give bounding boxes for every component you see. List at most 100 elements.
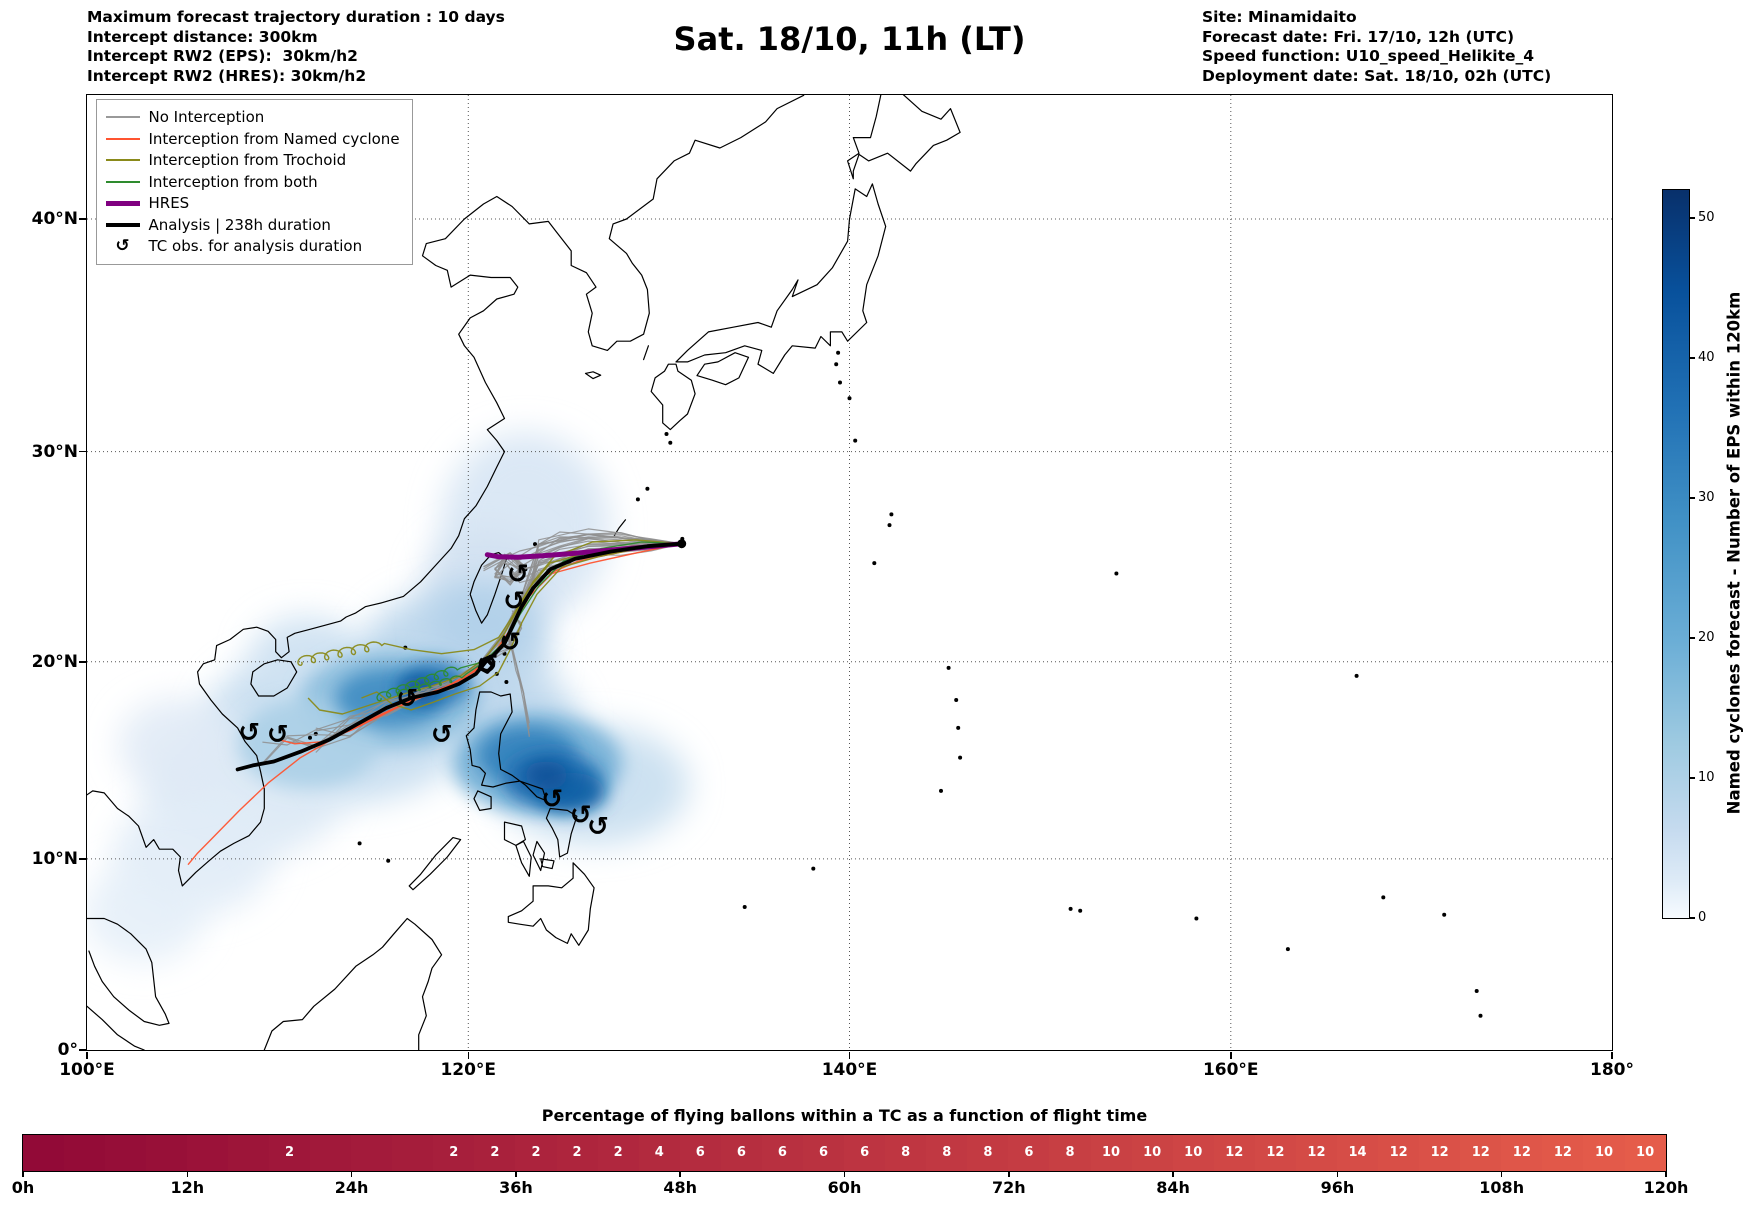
strip-cell: 12 (1254, 1134, 1296, 1171)
strip-title: Percentage of flying ballons within a TC… (541, 1106, 1148, 1125)
x-axis-tick-label: 120°E (440, 1060, 497, 1080)
strip-cell: 10 (1583, 1134, 1625, 1171)
legend-label: Interception from both (148, 172, 318, 191)
tc-obs-icon: ↺ (587, 812, 609, 842)
legend-label: HRES (148, 194, 190, 213)
y-axis-tick-label: 10°N (31, 848, 78, 869)
tc-obs-glyph-icon: ↺ (115, 235, 130, 256)
strip-cell: 2 (433, 1134, 475, 1171)
tc-obs-icon: ↺ (499, 627, 521, 657)
x-axis-tick-label: 180° (1590, 1060, 1634, 1080)
strip-hour-label: 96h (1320, 1178, 1355, 1197)
strip-cell (227, 1134, 269, 1171)
x-axis-tick (467, 1051, 469, 1059)
tc-obs-icon: ↺ (396, 684, 418, 714)
legend-swatch-line (105, 200, 140, 206)
y-axis-tick (78, 1049, 86, 1051)
strip-axis-tick (1008, 1171, 1010, 1177)
tc-obs-icon: ↺ (503, 586, 525, 616)
strip-cell: 8 (885, 1134, 927, 1171)
header-right-line: Forecast date: Fri. 17/10, 12h (UTC) (1202, 27, 1515, 46)
strip-cell: 2 (556, 1134, 598, 1171)
tc-obs-icon: ↺ (541, 784, 563, 814)
strip-axis-tick (679, 1171, 681, 1177)
legend-swatch-line (105, 116, 140, 119)
strip-hour-label: 0h (11, 1178, 35, 1197)
header-left-line: Maximum forecast trajectory duration : 1… (87, 8, 505, 26)
strip-cell: 6 (802, 1134, 845, 1171)
colorbar-tick-label: 20 (1698, 630, 1715, 645)
header-right-line: Deployment date: Sat. 18/10, 02h (UTC) (1202, 66, 1552, 85)
x-axis-tick (848, 1051, 851, 1059)
colorbar-tick (1689, 917, 1695, 919)
colorbar (1662, 189, 1690, 919)
strip-hour-label: 84h (1156, 1178, 1190, 1197)
legend-item: No Interception (105, 107, 400, 129)
strip-cell: 8 (926, 1134, 968, 1171)
strip-cell: 2 (268, 1134, 311, 1171)
colorbar-tick-label: 50 (1698, 210, 1715, 225)
strip-cell: 10 (1172, 1134, 1214, 1171)
legend-item: HRES (105, 193, 400, 215)
strip-hour-label: 60h (827, 1178, 862, 1197)
strip-cell: 6 (679, 1134, 721, 1171)
legend-swatch-line (105, 222, 140, 227)
legend-swatch-line (105, 159, 140, 162)
y-axis-tick-label: 30°N (31, 441, 78, 462)
strip-cell: 6 (720, 1134, 762, 1171)
strip-cell: 12 (1295, 1134, 1337, 1171)
strip-cell: 8 (967, 1134, 1009, 1171)
colorbar-tick (1689, 777, 1695, 779)
strip-hour-label: 24h (334, 1178, 369, 1197)
header-right: Site: Minamidaito Forecast date: Fri. 17… (1202, 8, 1551, 86)
colorbar-tick-label: 0 (1698, 910, 1707, 925)
legend-label: Interception from Trochoid (148, 151, 347, 170)
strip-cell: 12 (1501, 1134, 1543, 1171)
tc-obs-icon: ↺ (430, 719, 452, 749)
strip-cell: 2 (597, 1134, 639, 1171)
strip-cell: 6 (844, 1134, 886, 1171)
legend-item: Interception from Named cyclone (105, 128, 400, 150)
tc-obs-icon: ↺ (569, 800, 591, 830)
legend-label: TC obs. for analysis duration (148, 237, 363, 256)
strip-cell (310, 1134, 352, 1171)
legend-item: ↺ TC obs. for analysis duration (106, 236, 400, 258)
strip-cell: 4 (638, 1134, 680, 1171)
strip-axis-tick (1500, 1171, 1503, 1177)
strip-cell: 12 (1460, 1134, 1502, 1171)
strip-hour-label: 120h (1643, 1178, 1689, 1197)
header-left-line: Intercept RW2 (EPS): 30km/h2 (87, 47, 358, 65)
map-canvas: ↺↺↺↺↺↺↺↺↺↺↺ (86, 94, 1612, 1050)
strip-cell: 12 (1378, 1134, 1420, 1171)
header-right-line: Site: Minamidaito (1202, 8, 1357, 26)
strip-cell: 12 (1419, 1134, 1461, 1171)
legend-item: Interception from both (105, 171, 400, 193)
figure-title: Sat. 18/10, 11h (LT) (673, 20, 1026, 58)
header-left: Maximum forecast trajectory duration : 1… (87, 8, 505, 86)
flight-time-strip: 2 2 2 2 2 2 4 6 6 6 6 6 8 8 8 6 8 10 10 10 12 12 12 14 12 12 12 12 1… (21, 1133, 1667, 1172)
strip-axis-tick (1172, 1171, 1174, 1177)
strip-hour-label: 12h (170, 1178, 205, 1197)
strip-cell: 2 (474, 1134, 516, 1171)
strip-cell: 10 (1090, 1134, 1132, 1171)
strip-cell: 6 (761, 1134, 803, 1171)
x-axis-tick-label: 140°E (821, 1060, 878, 1080)
legend-swatch-line (105, 180, 140, 183)
y-axis-tick-label: 0° (57, 1040, 78, 1060)
strip-axis-tick (843, 1171, 846, 1177)
strip-axis-tick (186, 1171, 189, 1177)
launch-site-marker (676, 538, 686, 548)
colorbar-tick (1689, 637, 1695, 639)
y-axis-tick-label: 40°N (31, 208, 78, 229)
y-axis-tick-label: 20°N (31, 651, 78, 672)
strip-cell: 14 (1337, 1134, 1379, 1171)
strip-cell (22, 1134, 64, 1171)
strip-cell: 12 (1542, 1134, 1584, 1171)
tc-obs-icon: ↺ (506, 559, 528, 589)
strip-cell (186, 1134, 228, 1171)
map-panel: ↺ ↺ ↺ ↺ ↺ ↺ ↺ ↺ ↺ ↺ ↺ No Interception Interception … (85, 93, 1613, 1051)
x-axis-tick (1230, 1051, 1232, 1059)
legend-label: No Interception (148, 108, 265, 127)
strip-cell: 6 (1008, 1134, 1050, 1171)
